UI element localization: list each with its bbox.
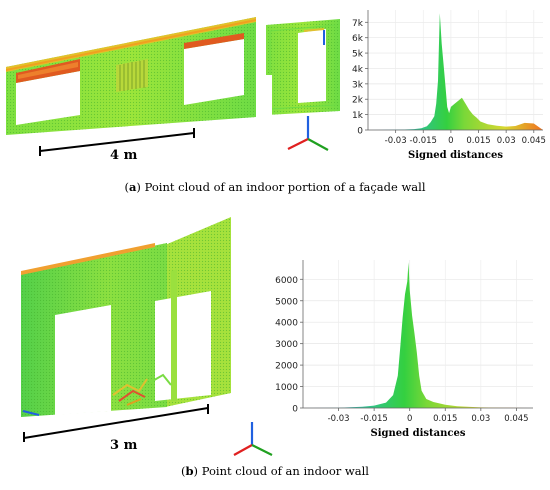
x-tick-label: 0.015 [466,136,490,146]
scale-bar-b [23,404,209,442]
y-tick-label: 2k [352,96,364,106]
x-tick-label: -0.015 [410,136,437,146]
histogram-area [303,262,529,408]
x-axis-label: Signed distances [371,428,466,439]
y-tick-label: 3k [352,80,364,90]
histogram-a: 0 1k 2k 3k 4k 5k 6k 7k -0.03 -0.015 0 0.015 0.03 0.04… [352,10,546,161]
x-tick-label: 0 [407,414,412,424]
y-tick-label: 0 [357,127,363,137]
y-tick-label: 2000 [275,362,298,372]
caption-b: (b) Point cloud of an indoor wall [181,464,369,478]
caption-a-letter: a [128,180,137,194]
caption-b-text: Point cloud of an indoor wall [198,464,369,478]
x-tick-label: 0.045 [504,414,528,424]
caption-a: (a) Point cloud of an indoor portion of … [124,180,426,194]
point-cloud-a [6,17,340,135]
scale-bar-a [39,128,195,156]
y-tick-label: 5k [352,50,364,60]
y-tick-label: 7k [352,19,364,29]
histogram-b: 0 1000 2000 3000 4000 5000 6000 -0.03 -0.015 0 0.0… [275,260,533,439]
y-tick-label: 1000 [275,383,298,393]
caption-b-letter: b [185,464,194,478]
scale-label-b: 3 m [110,438,138,453]
y-tick-label: 1k [352,111,364,121]
x-tick-label: 0 [448,136,453,146]
point-cloud-b [21,217,231,417]
x-tick-label: -0.03 [328,414,350,424]
scale-label-a: 4 m [110,148,138,163]
y-tick-label: 5000 [275,297,298,307]
histogram-area [368,13,543,131]
y-tick-label: 6000 [275,276,298,286]
x-tick-label: 0.03 [471,414,490,424]
x-tick-label: 0.03 [497,136,516,146]
y-tick-label: 4000 [275,319,298,329]
x-axis-label: Signed distances [408,150,503,161]
caption-a-text: Point cloud of an indoor portion of a fa… [140,180,426,194]
axis-triad-b [233,422,273,456]
y-tick-label: 0 [292,405,298,415]
x-tick-label: 0.045 [522,136,546,146]
x-tick-label: 0.015 [433,414,457,424]
y-tick-label: 3000 [275,340,298,350]
x-tick-label: -0.03 [385,136,407,146]
x-tick-label: -0.015 [360,414,387,424]
axis-triad-a [287,116,329,151]
y-tick-label: 6k [352,34,364,44]
y-tick-label: 4k [352,65,364,75]
